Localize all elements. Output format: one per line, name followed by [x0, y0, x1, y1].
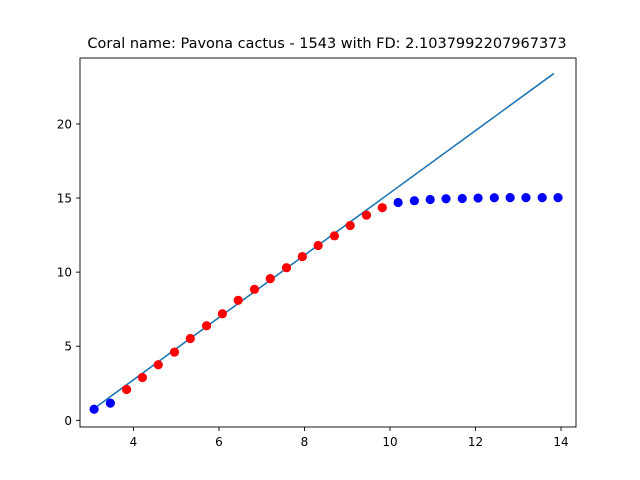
- data-point: [409, 196, 419, 206]
- data-point: [361, 210, 372, 220]
- x-tick-label: 12: [468, 435, 483, 449]
- data-point: [313, 240, 323, 251]
- data-point: [281, 263, 292, 273]
- data-point: [441, 194, 451, 204]
- y-tick-label: 0: [64, 414, 72, 428]
- y-tick-label: 20: [57, 117, 72, 131]
- data-point: [185, 333, 195, 344]
- data-point: [265, 274, 275, 284]
- data-point: [425, 194, 435, 205]
- x-tick-label: 8: [301, 435, 309, 449]
- data-point: [297, 251, 307, 262]
- data-point: [537, 193, 547, 203]
- x-tick-label: 4: [130, 435, 138, 449]
- data-point: [105, 398, 115, 408]
- data-point: [153, 360, 163, 370]
- data-point: [473, 193, 483, 203]
- data-point: [393, 197, 403, 208]
- data-point: [505, 193, 515, 203]
- x-tick-label: 14: [553, 435, 568, 449]
- data-point: [457, 193, 467, 204]
- plot-area: 4 6 8 10 12 14 0 5 10 15 20: [57, 57, 577, 449]
- data-point: [169, 347, 180, 357]
- chart-title: Coral name: Pavona cactus - 1543 with FD…: [87, 36, 566, 52]
- y-tick-label: 5: [64, 340, 72, 354]
- y-tick-label: 15: [57, 192, 72, 206]
- data-point: [89, 404, 99, 414]
- data-point: [233, 295, 243, 305]
- data-point: [553, 193, 563, 203]
- axes-frame: [79, 57, 577, 428]
- data-point: [489, 193, 499, 203]
- data-point: [249, 284, 260, 294]
- fit-line: [93, 72, 555, 410]
- x-tick-label: 10: [382, 435, 397, 449]
- data-point: [521, 193, 531, 203]
- data-point: [377, 203, 387, 213]
- data-point: [329, 231, 340, 241]
- data-point: [137, 372, 148, 383]
- data-point: [122, 384, 132, 395]
- data-point: [217, 309, 227, 319]
- y-tick-label: 10: [57, 266, 72, 280]
- x-tick-label: 6: [215, 435, 223, 449]
- data-point: [201, 321, 212, 331]
- data-point: [345, 220, 355, 231]
